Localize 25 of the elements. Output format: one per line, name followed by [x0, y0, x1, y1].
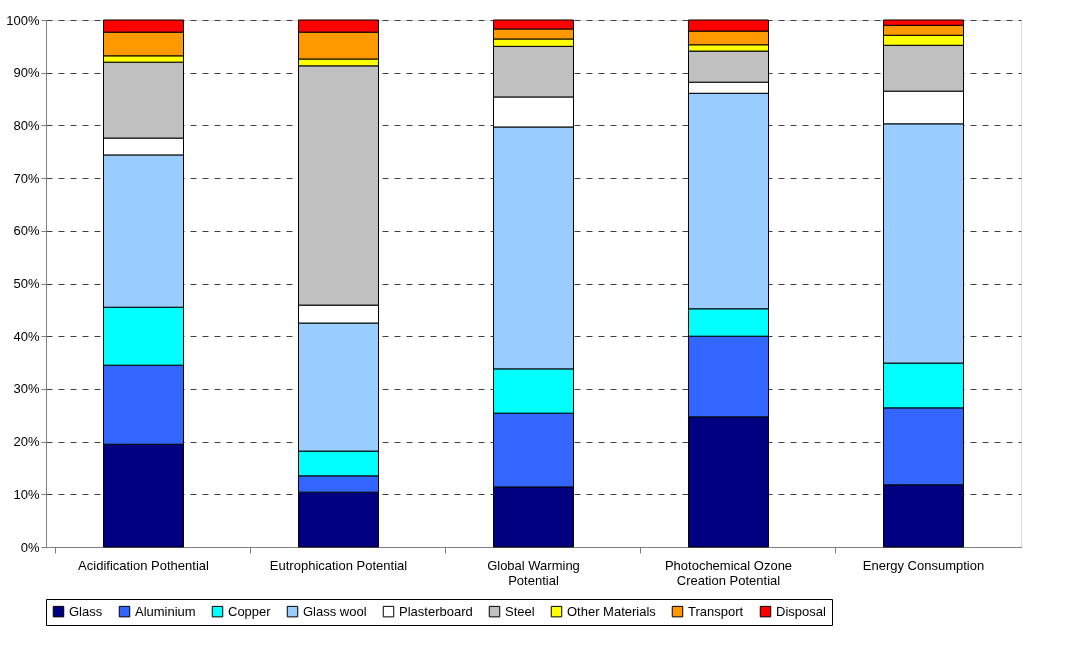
y-tick-label: 30%: [13, 381, 40, 397]
y-tick-label: 0%: [20, 539, 40, 555]
x-tick-label: Photochemical Ozone Creation Potential: [664, 557, 793, 588]
x-tick-label: Acidification Pothential: [78, 557, 210, 573]
legend-label: Transport: [688, 603, 744, 619]
y-tick-label: 60%: [13, 223, 40, 239]
legend-label: Other Materials: [567, 603, 657, 619]
y-tick-label: 90%: [13, 65, 40, 81]
x-tick-label: Global Warming Potential: [487, 557, 580, 588]
legend-label: Disposal: [776, 603, 826, 619]
y-tick-label: 80%: [13, 117, 40, 133]
x-tick-label: Energy Consumption: [862, 557, 985, 573]
legend-label: Steel: [505, 603, 535, 619]
legend-label: Copper: [228, 603, 272, 619]
legend-label: Aluminium: [135, 603, 196, 619]
y-tick-label: 100%: [6, 12, 40, 28]
legend-label: Plasterboard: [399, 603, 473, 619]
legend-label: Glass wool: [303, 603, 367, 619]
y-tick-label: 50%: [13, 276, 40, 291]
legend-label: Glass: [69, 603, 103, 619]
y-tick-label: 10%: [13, 486, 40, 502]
x-tick-label: Eutrophication Potential: [269, 557, 408, 573]
y-tick-label: 20%: [13, 434, 40, 450]
y-tick-label: 40%: [13, 328, 40, 344]
y-tick-label: 70%: [13, 170, 40, 186]
